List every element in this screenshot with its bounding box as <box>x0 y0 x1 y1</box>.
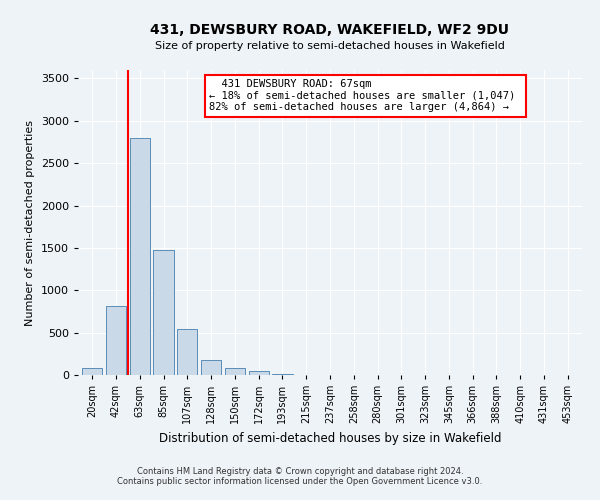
Text: Contains HM Land Registry data © Crown copyright and database right 2024.: Contains HM Land Registry data © Crown c… <box>137 467 463 476</box>
Bar <box>248 371 269 375</box>
Bar <box>201 360 221 375</box>
Text: 431 DEWSBURY ROAD: 67sqm  
← 18% of semi-detached houses are smaller (1,047)
82%: 431 DEWSBURY ROAD: 67sqm ← 18% of semi-d… <box>209 79 521 112</box>
Bar <box>272 374 293 375</box>
Bar <box>177 329 197 375</box>
Text: Size of property relative to semi-detached houses in Wakefield: Size of property relative to semi-detach… <box>155 41 505 51</box>
X-axis label: Distribution of semi-detached houses by size in Wakefield: Distribution of semi-detached houses by … <box>159 432 501 444</box>
Bar <box>154 250 173 375</box>
Bar <box>106 306 126 375</box>
Text: Contains public sector information licensed under the Open Government Licence v3: Contains public sector information licen… <box>118 477 482 486</box>
Text: 431, DEWSBURY ROAD, WAKEFIELD, WF2 9DU: 431, DEWSBURY ROAD, WAKEFIELD, WF2 9DU <box>151 22 509 36</box>
Y-axis label: Number of semi-detached properties: Number of semi-detached properties <box>25 120 35 326</box>
Bar <box>130 138 150 375</box>
Bar <box>82 368 103 375</box>
Bar <box>225 368 245 375</box>
